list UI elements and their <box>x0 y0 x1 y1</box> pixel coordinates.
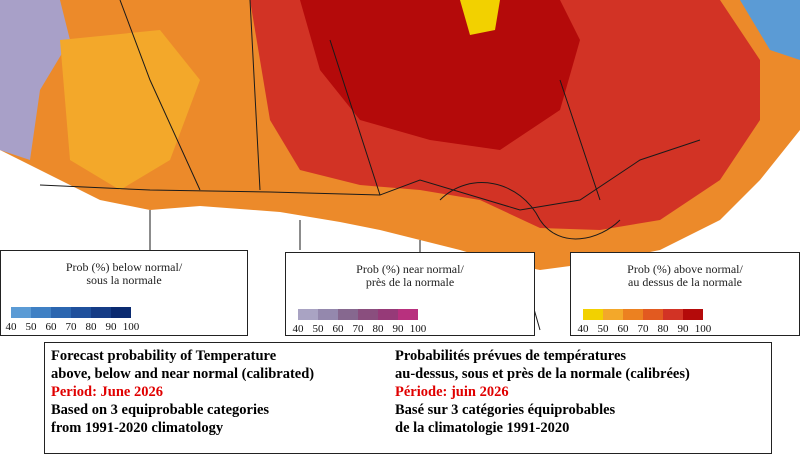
info-line: au-dessus, sous et près de la normale (c… <box>395 366 690 382</box>
tick-label: 40 <box>577 323 589 335</box>
info-line: Période: juin 2026 <box>395 384 509 400</box>
legend-title: Prob (%) above normal/au dessus de la no… <box>571 263 799 289</box>
swatch <box>683 309 703 320</box>
swatch <box>623 309 643 320</box>
legend-title-line: au dessus de la normale <box>628 275 742 289</box>
color-bar <box>298 309 418 320</box>
swatch <box>398 309 418 320</box>
legend-title-line: Prob (%) above normal/ <box>627 262 743 276</box>
legend-title-line: Prob (%) near normal/ <box>356 262 464 276</box>
region-yellow <box>460 0 500 35</box>
tick-label: 70 <box>637 323 649 335</box>
tick-label: 100 <box>122 321 140 333</box>
info-line: Forecast probability of Temperature <box>51 348 277 364</box>
boundaries <box>39 0 701 331</box>
swatch <box>91 307 111 318</box>
lakes <box>439 182 621 240</box>
border-line <box>39 139 701 211</box>
tick-label: 80 <box>657 323 669 335</box>
tick-label: 70 <box>65 321 77 333</box>
swatch <box>358 309 378 320</box>
swatch <box>31 307 51 318</box>
info-line: de la climatologie 1991-2020 <box>395 420 570 436</box>
swatch <box>338 309 358 320</box>
tick-label: 60 <box>332 323 344 335</box>
info-line: Basé sur 3 catégories équiprobables <box>395 402 616 418</box>
swatch <box>583 309 603 320</box>
tick-label: 80 <box>372 323 384 335</box>
swatch <box>663 309 683 320</box>
tick-label: 60 <box>45 321 57 333</box>
tick-label: 100 <box>409 323 427 335</box>
tick-label: 60 <box>617 323 629 335</box>
legend-near: Prob (%) near normal/près de la normale 4… <box>285 252 535 336</box>
info-line: from 1991-2020 climatology <box>51 420 224 436</box>
tick-label: 90 <box>392 323 404 335</box>
swatch <box>111 307 131 318</box>
color-bar <box>583 309 703 320</box>
info-box: Forecast probability of Temperature above… <box>44 342 772 454</box>
legend-title: Prob (%) near normal/près de la normale <box>286 263 534 289</box>
province-lines <box>119 0 601 201</box>
tick-label: 50 <box>25 321 37 333</box>
swatch <box>11 307 31 318</box>
tick-label: 100 <box>694 323 712 335</box>
info-line: above, below and near normal (calibrated… <box>51 366 315 382</box>
legend-title-line: sous la normale <box>86 273 162 287</box>
region-darkred <box>300 0 580 150</box>
tick-label: 50 <box>312 323 324 335</box>
info-english: Forecast probability of Temperature above… <box>51 347 314 437</box>
swatch <box>603 309 623 320</box>
region-blue <box>740 0 800 60</box>
tick-label: 90 <box>105 321 117 333</box>
tick-label: 40 <box>5 321 17 333</box>
legend-title-line: près de la normale <box>365 275 455 289</box>
legend-title: Prob (%) below normal/sous la normale <box>1 261 247 287</box>
region-lightorange <box>60 30 200 190</box>
tick-label: 70 <box>352 323 364 335</box>
info-line: Probabilités prévues de températures <box>395 348 627 364</box>
swatch <box>51 307 71 318</box>
color-bar <box>11 307 131 318</box>
swatch <box>378 309 398 320</box>
swatch <box>71 307 91 318</box>
swatch <box>298 309 318 320</box>
state-lines <box>149 210 541 331</box>
tick-label: 90 <box>677 323 689 335</box>
tick-label: 50 <box>597 323 609 335</box>
legend-below: Prob (%) below normal/sous la normale 40 5… <box>0 250 248 336</box>
swatch <box>643 309 663 320</box>
tick-label: 40 <box>292 323 304 335</box>
info-line: Period: June 2026 <box>51 384 163 400</box>
swatch <box>318 309 338 320</box>
tick-label: 80 <box>85 321 97 333</box>
info-line: Based on 3 equiprobable categories <box>51 402 270 418</box>
region-lavender <box>0 0 70 160</box>
legend-above: Prob (%) above normal/au dessus de la no… <box>570 252 800 336</box>
legend-title-line: Prob (%) below normal/ <box>65 260 183 274</box>
info-french: Probabilités prévues de températures au-d… <box>395 347 690 437</box>
